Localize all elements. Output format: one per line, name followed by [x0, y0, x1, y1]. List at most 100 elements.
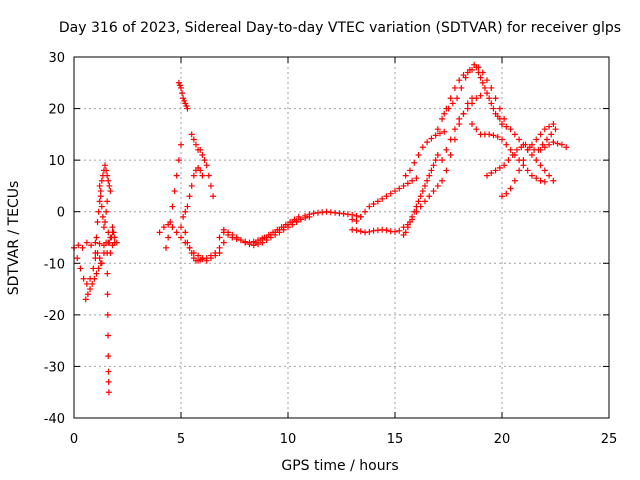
- data-point: [102, 162, 109, 169]
- data-point: [175, 157, 182, 164]
- data-point: [439, 157, 446, 164]
- data-point: [106, 182, 113, 189]
- data-point: [496, 105, 503, 112]
- data-point: [188, 182, 195, 189]
- data-point: [270, 229, 277, 236]
- data-point: [201, 157, 208, 164]
- data-point: [199, 256, 206, 263]
- data-point: [426, 172, 433, 179]
- data-point: [192, 141, 199, 148]
- series-arc17: [302, 208, 364, 220]
- data-point: [82, 296, 89, 303]
- data-point: [94, 219, 101, 226]
- data-point: [287, 219, 294, 226]
- data-point: [203, 162, 210, 169]
- data-point: [103, 167, 110, 174]
- data-point: [186, 244, 193, 251]
- data-point: [537, 177, 544, 184]
- data-point: [443, 167, 450, 174]
- data-point: [261, 234, 268, 241]
- series-arc21: [402, 128, 448, 179]
- series-arc27: [469, 121, 548, 185]
- data-point: [349, 216, 356, 223]
- data-point: [96, 198, 103, 205]
- data-point: [441, 110, 448, 117]
- y-tick-label: -20: [44, 309, 65, 324]
- data-point: [91, 275, 98, 282]
- data-point: [190, 136, 197, 143]
- data-point: [484, 172, 491, 179]
- data-point: [486, 95, 493, 102]
- data-point: [439, 177, 446, 184]
- x-tick-label: 25: [601, 432, 618, 447]
- data-point: [274, 226, 281, 233]
- data-point: [456, 121, 463, 128]
- data-point: [111, 234, 118, 241]
- series-arc03: [82, 260, 104, 303]
- data-point: [503, 190, 510, 197]
- data-point: [90, 265, 97, 272]
- data-point: [404, 224, 411, 231]
- data-point: [424, 177, 431, 184]
- axis-ticks: [73, 56, 610, 419]
- data-point: [207, 252, 214, 259]
- data-point: [499, 193, 505, 200]
- data-point: [169, 224, 176, 231]
- data-point: [383, 193, 390, 200]
- data-point: [216, 244, 223, 251]
- data-point: [520, 157, 527, 164]
- data-point: [451, 126, 458, 133]
- data-point: [415, 151, 422, 158]
- data-point: [93, 234, 100, 241]
- data-point: [104, 270, 111, 277]
- data-point: [257, 237, 264, 244]
- y-tick-label: 20: [48, 103, 65, 118]
- data-point: [434, 151, 441, 158]
- series-arc22: [434, 66, 476, 133]
- data-point: [409, 213, 416, 220]
- data-point: [533, 136, 540, 143]
- data-point: [105, 239, 112, 246]
- data-point: [104, 291, 111, 298]
- data-point: [499, 121, 505, 128]
- data-point: [306, 211, 313, 218]
- data-point: [173, 172, 180, 179]
- data-point: [291, 216, 298, 223]
- data-point: [75, 242, 82, 249]
- data-point: [97, 188, 104, 195]
- data-point: [550, 139, 557, 146]
- data-point: [413, 203, 420, 210]
- data-point: [171, 188, 178, 195]
- data-point: [451, 84, 458, 91]
- series-arc16: [252, 213, 302, 246]
- data-point: [88, 242, 95, 249]
- data-point: [492, 95, 499, 102]
- series-arc04: [92, 162, 114, 256]
- series-arc20: [400, 151, 441, 238]
- data-point: [563, 144, 570, 151]
- data-point: [419, 188, 426, 195]
- data-point: [516, 167, 523, 174]
- data-point: [383, 227, 390, 234]
- data-point: [173, 229, 180, 236]
- data-point: [458, 84, 465, 91]
- data-point: [516, 136, 523, 143]
- data-point: [186, 193, 193, 200]
- data-point: [543, 136, 550, 143]
- data-point: [104, 172, 111, 179]
- data-point: [415, 198, 422, 205]
- data-point: [449, 100, 456, 107]
- data-point: [494, 133, 501, 140]
- data-point: [392, 188, 398, 195]
- data-point: [546, 141, 553, 148]
- data-point: [282, 221, 289, 228]
- data-point: [488, 170, 495, 177]
- data-point: [188, 131, 195, 138]
- data-point: [537, 162, 544, 169]
- x-tick-label: 20: [494, 432, 511, 447]
- x-tick-label: 0: [70, 432, 78, 447]
- data-point: [220, 226, 227, 233]
- data-point: [541, 178, 548, 185]
- data-point: [79, 244, 86, 251]
- data-point: [404, 180, 411, 187]
